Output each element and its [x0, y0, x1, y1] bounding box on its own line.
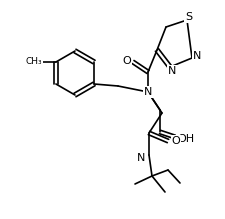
Text: N: N: [193, 51, 201, 61]
Text: S: S: [185, 12, 193, 22]
Text: CH₃: CH₃: [26, 58, 42, 67]
Text: OH: OH: [178, 134, 195, 144]
Text: N: N: [144, 87, 152, 97]
Text: O: O: [172, 136, 180, 146]
Text: N: N: [137, 153, 145, 163]
Text: N: N: [168, 66, 176, 76]
Text: O: O: [123, 56, 131, 66]
